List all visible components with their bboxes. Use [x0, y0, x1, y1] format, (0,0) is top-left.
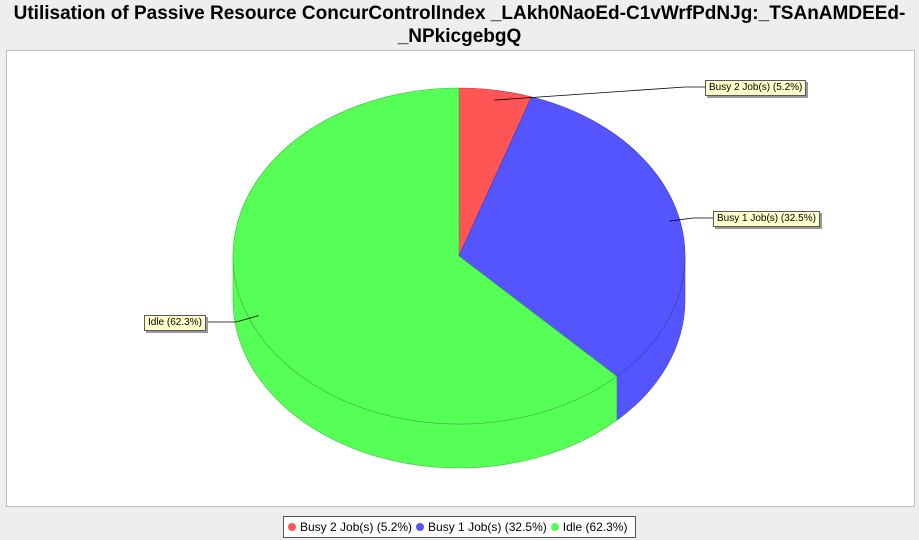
pie-slice-2	[232, 87, 618, 425]
legend-label-busy-2: Busy 2 Job(s) (5.2%)	[300, 520, 413, 534]
legend-swatch-busy-1	[416, 523, 425, 531]
legend-item-busy-2: Busy 2 Job(s) (5.2%)	[288, 520, 412, 534]
chart-title: Utilisation of Passive Resource ConcurCo…	[0, 2, 919, 48]
slice-label-idle: Idle (62.3%)	[144, 315, 206, 331]
pie-slice-1	[458, 96, 686, 377]
legend-item-busy-1: Busy 1 Job(s) (32.5%)	[416, 520, 547, 534]
legend-item-idle: Idle (62.3%)	[550, 520, 628, 534]
legend: Busy 2 Job(s) (5.2%) Busy 1 Job(s) (32.5…	[283, 516, 637, 538]
chart-title-line-2: _NPkicgebgQ	[397, 26, 522, 47]
legend-label-idle: Idle (62.3%)	[562, 520, 628, 534]
slice-label-busy-2: Busy 2 Job(s) (5.2%)	[705, 80, 807, 96]
slice-label-busy-1: Busy 1 Job(s) (32.5%)	[713, 211, 820, 227]
leader-line-1	[669, 217, 713, 222]
leader-line-0	[494, 86, 705, 101]
leader-line-2	[208, 315, 260, 323]
legend-swatch-busy-2	[288, 523, 296, 531]
legend-label-busy-1: Busy 1 Job(s) (32.5%)	[428, 520, 547, 534]
chart-title-line-1: Utilisation of Passive Resource ConcurCo…	[13, 3, 906, 24]
legend-swatch-idle	[550, 523, 559, 531]
